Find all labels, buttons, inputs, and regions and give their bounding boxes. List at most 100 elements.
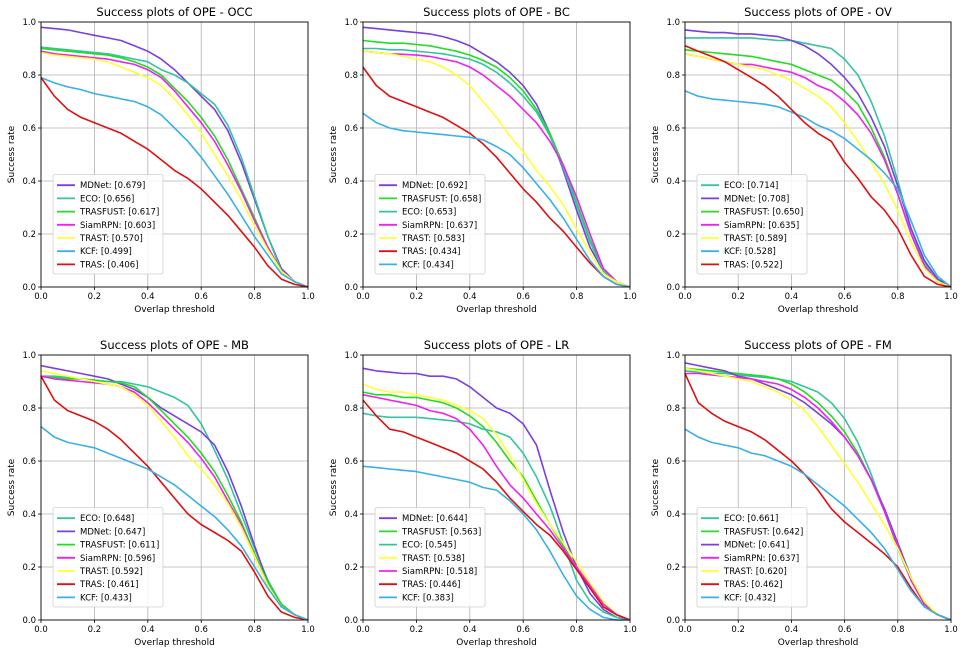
y-tick-label: 0.0	[22, 616, 36, 626]
y-tick-label: 0.4	[22, 510, 36, 520]
legend-entry-trasfust: TRASFUST: [0.617]	[79, 208, 159, 218]
legend-entry-mdnet: MDNet: [0.692]	[402, 181, 467, 191]
x-axis-label: Overlap threshold	[456, 305, 537, 315]
y-tick-label: 0.0	[344, 616, 358, 626]
legend-box	[696, 174, 808, 275]
legend-entry-kcf: KCF: [0.433]	[80, 593, 132, 603]
x-tick-label: 0.8	[570, 625, 584, 635]
legend-entry-siamrpn: SiamRPN: [0.635]	[724, 221, 799, 231]
chart-panel-3: 0.0 0.2 0.4 0.6 0.8 1.0 0.0 0.2 0.4 0.6 0.8 1.0 Succ…	[651, 5, 958, 315]
legend-entry-eco: ECO: [0.656]	[80, 194, 134, 204]
x-tick-label: 0.0	[678, 292, 692, 302]
legend-entry-mdnet: MDNet: [0.708]	[724, 194, 789, 204]
legend-entry-siamrpn: SiamRPN: [0.518]	[402, 567, 477, 577]
series-line-kcf	[40, 425, 309, 621]
y-tick-label: 0.4	[344, 177, 358, 187]
legend-entry-kcf: KCF: [0.528]	[724, 247, 776, 257]
y-tick-label: 0.8	[22, 404, 36, 414]
legend-entry-mdnet: MDNet: [0.644]	[402, 514, 467, 524]
legend-entry-siamrpn: SiamRPN: [0.637]	[724, 554, 799, 564]
chart-title: Success plots of OPE - MB	[100, 338, 249, 352]
x-tick-label: 1.0	[301, 625, 315, 635]
y-tick-label: 0.8	[344, 404, 358, 414]
x-tick-label: 0.6	[838, 625, 852, 635]
series-line-trast	[362, 50, 631, 288]
series-line-tras	[40, 77, 309, 288]
series-line-trast	[684, 53, 952, 288]
x-tick-label: 0.8	[248, 292, 262, 302]
series-line-tras	[40, 375, 309, 621]
x-tick-label: 0.2	[410, 625, 424, 635]
legend-entry-eco: ECO: [0.545]	[402, 541, 456, 551]
y-tick-label: 0.2	[344, 230, 358, 240]
x-tick-label: 0.2	[731, 625, 745, 635]
y-tick-label: 1.0	[22, 351, 36, 361]
x-tick-label: 0.2	[88, 625, 102, 635]
legend-entry-tras: TRAS: [0.406]	[79, 260, 139, 270]
series-line-kcf	[362, 112, 631, 288]
legend-entry-trast: TRAST: [0.592]	[79, 567, 143, 577]
chart-title: Success plots of OPE - LR	[424, 338, 570, 352]
chart-title: Success plots of OPE - FM	[744, 338, 892, 352]
series-line-trast	[40, 370, 309, 621]
x-axis-label: Overlap threshold	[456, 638, 537, 648]
x-tick-label: 1.0	[623, 625, 637, 635]
y-tick-label: 0.6	[344, 124, 358, 134]
x-tick-label: 1.0	[944, 625, 958, 635]
y-axis-label: Success rate	[651, 458, 661, 516]
legend-entry-eco: ECO: [0.661]	[724, 514, 778, 524]
series-line-trast	[684, 367, 952, 621]
series-line-kcf	[684, 90, 952, 288]
legend-entry-siamrpn: SiamRPN: [0.596]	[80, 554, 155, 564]
y-tick-label: 0.4	[666, 510, 680, 520]
legend-entry-tras: TRAS: [0.434]	[401, 247, 461, 257]
plot-frame	[40, 21, 309, 288]
x-axis-label: Overlap threshold	[134, 638, 215, 648]
legend-box	[374, 174, 486, 275]
series-line-mdnet	[684, 29, 952, 288]
y-axis-label: Success rate	[329, 458, 339, 516]
legend-entry-eco: ECO: [0.648]	[80, 514, 134, 524]
legend-entry-trast: TRAST: [0.570]	[79, 234, 143, 244]
y-tick-label: 1.0	[666, 18, 680, 28]
x-tick-label: 0.0	[34, 292, 48, 302]
plot-frame	[684, 21, 952, 288]
legend-entry-tras: TRAS: [0.446]	[401, 580, 461, 590]
plot-frame	[684, 354, 952, 621]
series-line-eco	[40, 46, 309, 288]
chart-title: Success plots of OPE - BC	[423, 5, 570, 19]
x-tick-label: 0.8	[891, 625, 905, 635]
x-tick-label: 0.8	[891, 292, 905, 302]
y-tick-label: 0.8	[344, 71, 358, 81]
legend-entry-kcf: KCF: [0.383]	[402, 593, 454, 603]
x-tick-label: 0.2	[731, 292, 745, 302]
x-tick-label: 1.0	[301, 292, 315, 302]
series-line-siamrpn	[40, 50, 309, 288]
chart-panel-1: 0.0 0.2 0.4 0.6 0.8 1.0 0.0 0.2 0.4 0.6 0.8 1.0 Succ…	[7, 5, 315, 315]
y-tick-label: 0.6	[22, 124, 36, 134]
x-axis-label: Overlap threshold	[778, 638, 859, 648]
y-tick-label: 0.2	[22, 563, 36, 573]
y-axis-label: Success rate	[7, 125, 17, 183]
legend-entry-kcf: KCF: [0.434]	[402, 260, 454, 270]
legend-box	[52, 174, 164, 275]
legend-entry-trast: TRAST: [0.583]	[401, 234, 465, 244]
legend-entry-trast: TRAST: [0.538]	[401, 554, 465, 564]
y-tick-label: 0.6	[344, 457, 358, 467]
x-tick-label: 0.8	[248, 625, 262, 635]
series-line-siamrpn	[362, 394, 631, 621]
y-tick-label: 0.8	[666, 404, 680, 414]
x-tick-label: 0.6	[838, 292, 852, 302]
y-tick-label: 0.8	[22, 71, 36, 81]
legend-entry-eco: ECO: [0.653]	[402, 208, 456, 218]
series-line-trast	[40, 51, 309, 288]
x-tick-label: 0.4	[141, 625, 155, 635]
legend-entry-tras: TRAS: [0.461]	[79, 580, 139, 590]
x-tick-label: 0.8	[570, 292, 584, 302]
x-tick-label: 0.0	[34, 625, 48, 635]
y-axis-label: Success rate	[7, 458, 17, 516]
plot-frame	[362, 354, 631, 621]
x-tick-label: 0.6	[516, 625, 530, 635]
legend-entry-trasfust: TRASFUST: [0.563]	[401, 527, 481, 537]
chart-panel-4: 0.0 0.2 0.4 0.6 0.8 1.0 0.0 0.2 0.4 0.6 0.8 1.0 Succ…	[7, 338, 315, 648]
